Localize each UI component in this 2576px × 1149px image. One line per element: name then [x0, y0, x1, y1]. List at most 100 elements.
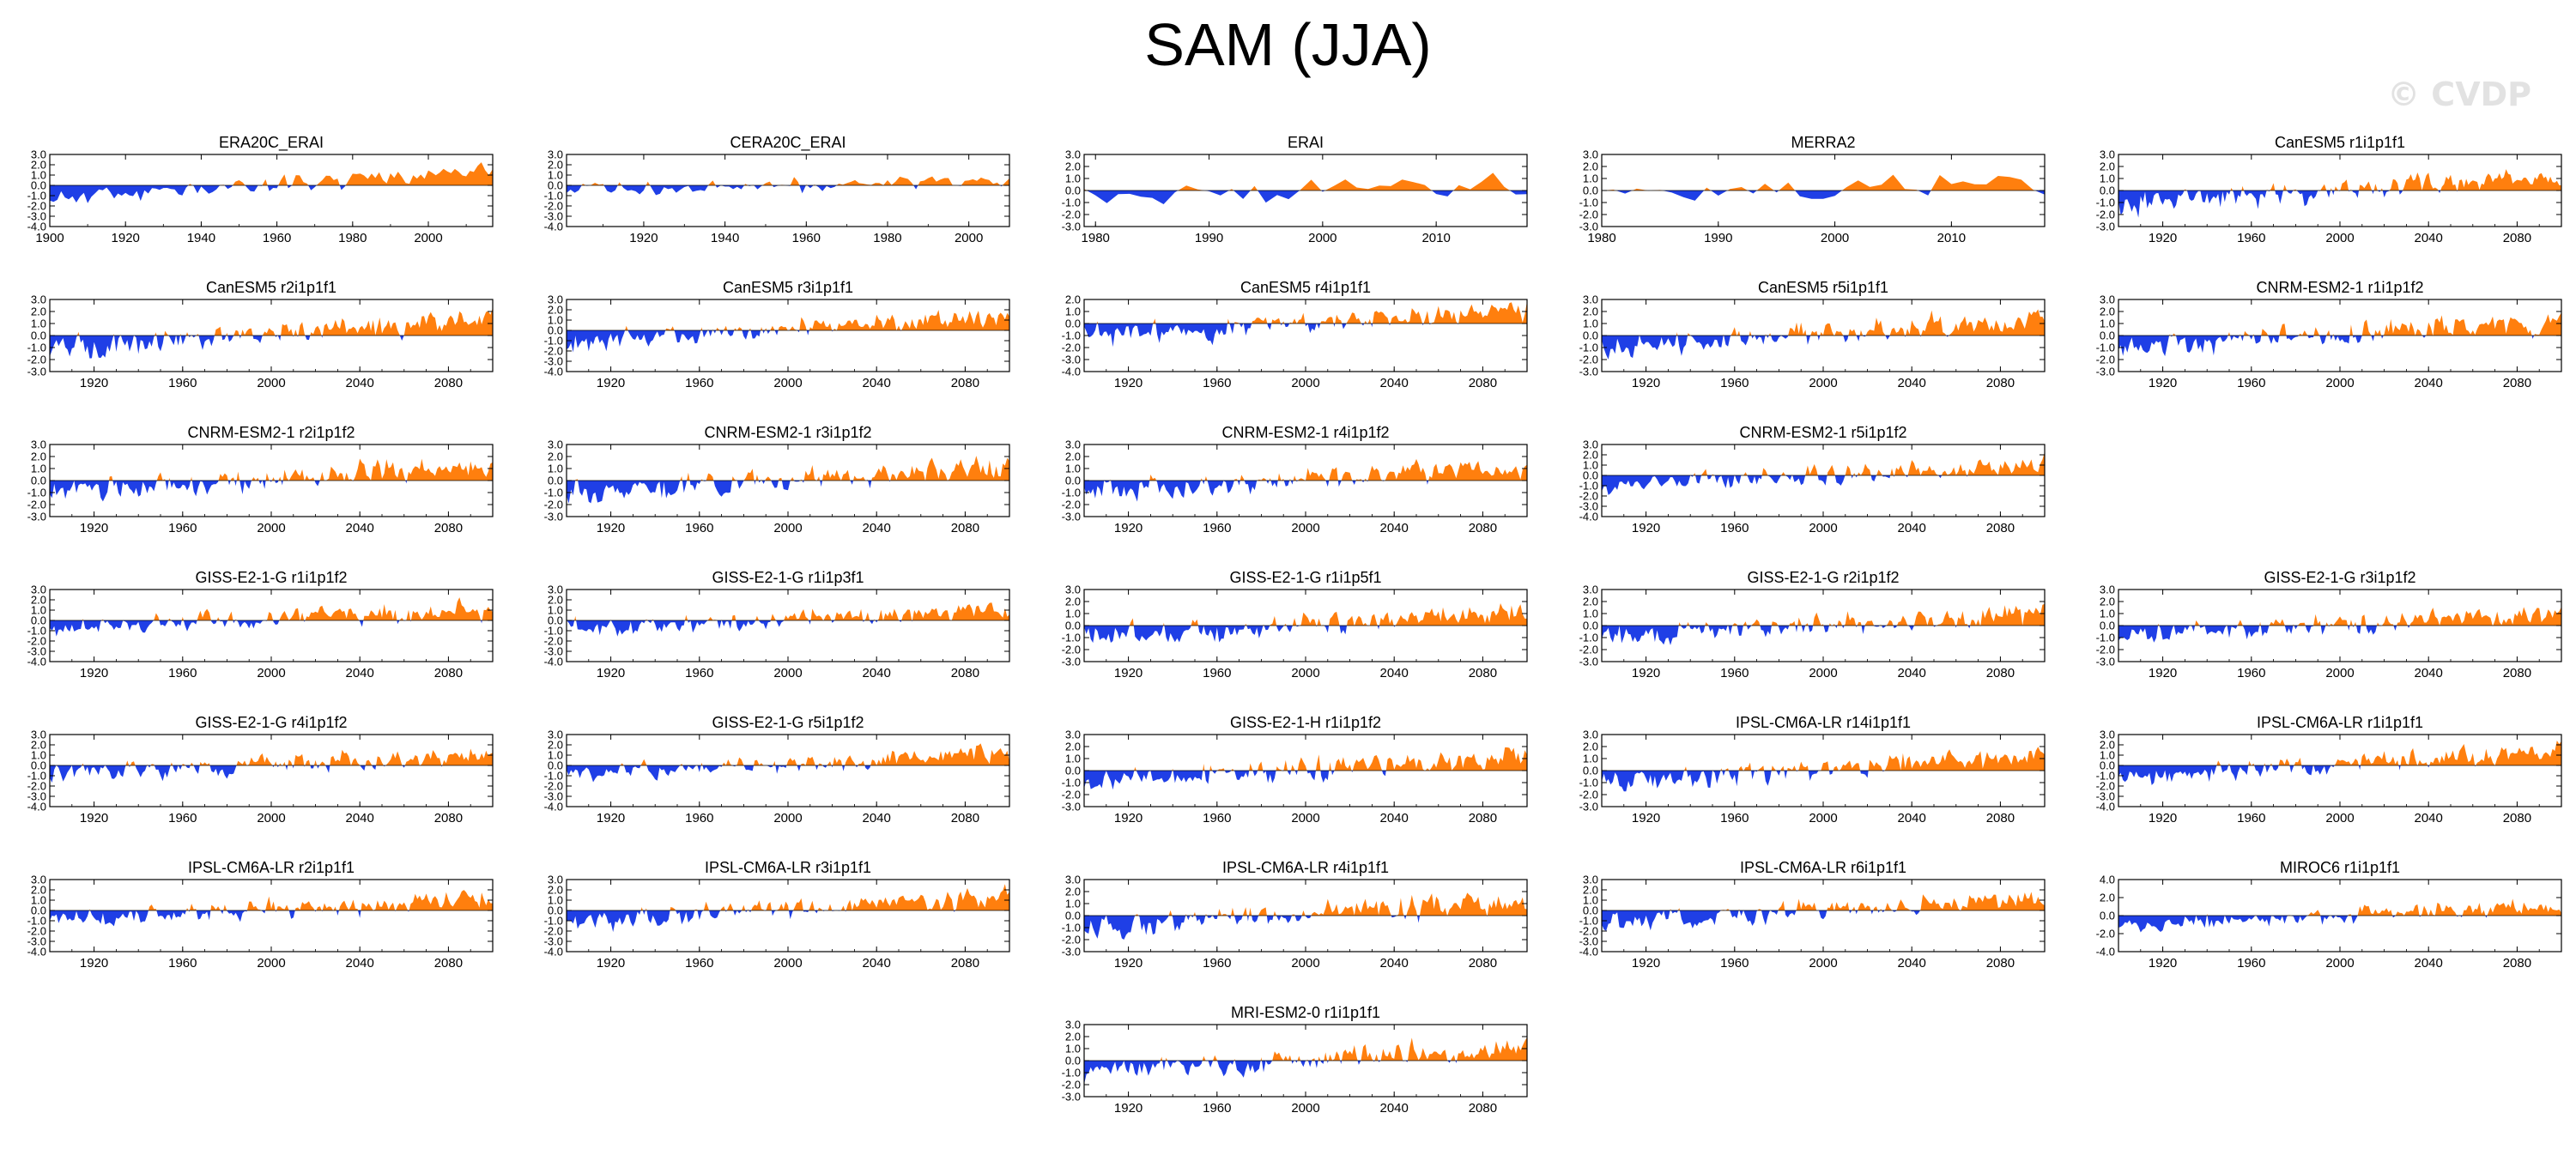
y-tick-label: 2.0 — [1583, 160, 1598, 173]
y-tick-label: 2.0 — [1583, 305, 1598, 318]
x-tick-label: 1920 — [2149, 956, 2177, 971]
y-tick-label: -2.0 — [1062, 644, 1081, 656]
y-tick-label: 0.0 — [548, 759, 563, 772]
y-tick-label: -4.0 — [27, 801, 46, 813]
y-tick-label: -3.0 — [2096, 366, 2115, 378]
y-tick-label: -3.0 — [27, 366, 46, 378]
y-tick-label: 2.0 — [1065, 293, 1081, 306]
y-tick-label: -1.0 — [2096, 342, 2115, 354]
x-tick-label: 2080 — [434, 811, 463, 825]
y-tick-label: 1.0 — [1583, 459, 1598, 472]
y-tick-label: 2.0 — [1583, 884, 1598, 897]
y-tick-label: 0.0 — [31, 904, 46, 917]
y-tick-label: 1.0 — [1065, 753, 1081, 765]
y-tick-label: 3.0 — [1583, 729, 1598, 741]
x-tick-label: 2000 — [773, 666, 802, 680]
x-tick-label: 1920 — [112, 231, 140, 245]
y-tick-label: -2.0 — [27, 635, 46, 648]
series-positive-area — [1084, 458, 1527, 481]
y-tick-label: -3.0 — [27, 790, 46, 803]
y-tick-label: -4.0 — [1062, 366, 1081, 378]
panel-frame — [49, 154, 494, 227]
y-tick-label: 2.0 — [1065, 160, 1081, 173]
series-positive-area — [2118, 169, 2561, 190]
y-tick-label: -3.0 — [1062, 801, 1081, 813]
x-tick-label: 2000 — [257, 521, 285, 535]
series-positive-area — [1084, 172, 1527, 190]
x-tick-label: 1990 — [1704, 231, 1732, 245]
y-tick-label: 0.0 — [1065, 184, 1081, 197]
y-tick-label: 0.0 — [1583, 620, 1598, 632]
y-tick-label: 2.0 — [548, 159, 563, 172]
x-tick-label: 2040 — [346, 666, 374, 680]
y-tick-label: 3.0 — [548, 874, 563, 886]
panel-title: CNRM-ESM2-1 r2i1p1f2 — [187, 424, 355, 441]
y-tick-label: 3.0 — [1065, 438, 1081, 451]
series-negative-area — [567, 620, 1009, 637]
y-tick-label: -1.0 — [2096, 197, 2115, 209]
x-tick-label: 2040 — [863, 376, 891, 390]
y-tick-label: -2.0 — [2096, 928, 2115, 940]
y-tick-label: -1.0 — [27, 770, 46, 783]
y-tick-label: 1.0 — [1065, 1043, 1081, 1055]
y-tick-label: -2.0 — [1579, 925, 1598, 938]
panel-4: CanESM5 r1i1p1f1 3.02.01.00.0-1.0-2.0-3.0… — [2096, 134, 2562, 245]
x-tick-label: 2000 — [773, 521, 802, 535]
y-tick-label: 2.0 — [2100, 160, 2115, 173]
y-tick-label: 0.0 — [1583, 469, 1598, 482]
y-tick-label: -2.0 — [1579, 789, 1598, 801]
x-tick-label: 1960 — [685, 666, 713, 680]
y-tick-label: -3.0 — [27, 645, 46, 658]
series-negative-area — [567, 185, 1009, 196]
y-tick-label: 0.0 — [1583, 765, 1598, 777]
y-tick-label: -2.0 — [1579, 354, 1598, 366]
x-tick-label: 1960 — [2237, 231, 2265, 245]
x-tick-label: 1920 — [1632, 666, 1660, 680]
y-tick-label: -1.0 — [1579, 342, 1598, 354]
panel-8: CanESM5 r5i1p1f1 3.02.01.00.0-1.0-2.0-3.0… — [1579, 279, 2046, 390]
y-tick-label: -1.0 — [27, 915, 46, 928]
series-negative-area — [567, 330, 1009, 353]
y-tick-label: 0.0 — [548, 475, 563, 487]
x-tick-label: 1920 — [1114, 956, 1143, 971]
y-tick-label: -2.0 — [1062, 1079, 1081, 1092]
x-tick-label: 1920 — [80, 376, 108, 390]
x-tick-label: 1960 — [2237, 956, 2265, 971]
series-negative-area — [2118, 916, 2561, 933]
x-tick-label: 1960 — [685, 811, 713, 825]
y-tick-label: -1.0 — [27, 487, 46, 499]
y-tick-label: -1.0 — [1062, 922, 1081, 934]
y-tick-label: -1.0 — [1579, 632, 1598, 644]
panel-15: GISS-E2-1-G r1i1p3f1 3.02.01.00.0-1.0-2.0… — [544, 569, 1010, 680]
x-tick-label: 2000 — [1809, 956, 1837, 971]
x-tick-label: 1900 — [35, 231, 64, 245]
y-tick-label: 0.0 — [1583, 184, 1598, 197]
x-tick-label: 2040 — [1898, 376, 1926, 390]
y-tick-label: 1.0 — [548, 463, 563, 475]
x-tick-label: 2040 — [1380, 376, 1409, 390]
series-positive-area — [50, 458, 493, 481]
y-tick-label: 1.0 — [1583, 608, 1598, 620]
panel-25: IPSL-CM6A-LR r3i1p1f1 3.02.01.00.0-1.0-2.… — [544, 859, 1010, 971]
series-negative-area — [1602, 475, 2045, 495]
panel-20: GISS-E2-1-G r5i1p1f2 3.02.01.00.0-1.0-2.0… — [544, 714, 1010, 825]
y-tick-label: 1.0 — [31, 169, 46, 182]
panel-title: GISS-E2-1-G r2i1p1f2 — [1747, 569, 1899, 586]
x-tick-label: 2000 — [773, 811, 802, 825]
panel-title: GISS-E2-1-G r4i1p1f2 — [195, 714, 347, 731]
x-tick-label: 2000 — [2325, 231, 2354, 245]
x-tick-label: 2040 — [863, 811, 891, 825]
y-tick-label: -3.0 — [27, 935, 46, 948]
y-tick-label: 2.0 — [548, 739, 563, 752]
y-tick-label: 3.0 — [1583, 584, 1598, 596]
x-tick-label: 2040 — [1380, 956, 1409, 971]
y-tick-label: 0.0 — [548, 614, 563, 627]
y-tick-label: 1.0 — [548, 894, 563, 907]
y-tick-label: 2.0 — [31, 305, 46, 318]
panel-title: CanESM5 r1i1p1f1 — [2275, 134, 2405, 151]
panel-title: MERRA2 — [1791, 134, 1855, 151]
y-tick-label: 0.0 — [1065, 317, 1081, 330]
x-tick-label: 2040 — [1898, 956, 1926, 971]
